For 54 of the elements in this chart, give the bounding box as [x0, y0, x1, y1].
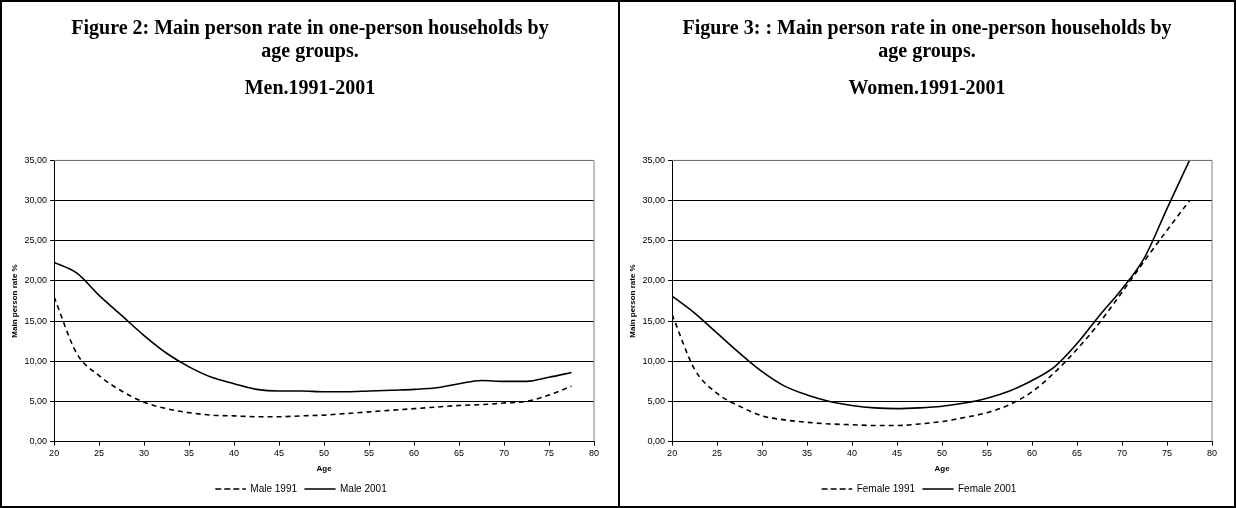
y-tick-label: 5,00	[29, 395, 48, 406]
y-axis-title: Main person rate %	[628, 264, 637, 338]
x-tick-label: 60	[1027, 448, 1038, 459]
y-tick-label: 25,00	[642, 235, 666, 246]
x-tick-label: 25	[94, 448, 105, 459]
x-tick-label: 45	[274, 448, 285, 459]
y-tick-label: 0,00	[647, 436, 666, 447]
y-tick-label: 15,00	[24, 315, 48, 326]
legend-label: Male 2001	[340, 482, 388, 494]
y-tick-label: 30,00	[642, 195, 666, 206]
y-tick-label: 20,00	[642, 275, 666, 286]
y-axis-title: Main person rate %	[10, 264, 19, 338]
x-tick-label: 40	[847, 448, 858, 459]
x-tick-label: 30	[139, 448, 150, 459]
x-tick-label: 35	[184, 448, 195, 459]
x-tick-label: 65	[1072, 448, 1083, 459]
y-tick-label: 15,00	[642, 315, 666, 326]
x-tick-label: 50	[937, 448, 948, 459]
y-tick-label: 10,00	[24, 355, 48, 366]
x-tick-label: 45	[892, 448, 903, 459]
chart-subtitle: Women.1991-2001	[847, 76, 1007, 100]
y-tick-label: 35,00	[642, 154, 666, 165]
x-tick-label: 20	[667, 448, 678, 459]
x-tick-label: 55	[982, 448, 993, 459]
x-axis-title: Age	[934, 464, 951, 474]
legend-label: Female 1991	[856, 482, 916, 494]
x-tick-label: 80	[588, 448, 600, 459]
x-tick-label: 55	[364, 448, 375, 459]
x-tick-label: 25	[712, 448, 723, 459]
x-tick-label: 65	[454, 448, 465, 459]
chart-title: Figure 2: Main person rate in one-person households by age groups.	[70, 16, 550, 62]
x-tick-label: 60	[409, 448, 420, 459]
x-tick-label: 70	[1117, 448, 1128, 459]
x-tick-label: 30	[757, 448, 768, 459]
y-tick-label: 0,00	[29, 436, 48, 447]
chart-title: Figure 3: : Main person rate in one-person households by age groups.	[681, 16, 1173, 62]
x-tick-label: 75	[1162, 448, 1173, 459]
y-tick-label: 35,00	[24, 154, 48, 165]
x-tick-label: 20	[49, 448, 60, 459]
x-tick-label: 40	[229, 448, 240, 459]
x-tick-label: 75	[544, 448, 555, 459]
x-tick-label: 70	[499, 448, 510, 459]
x-tick-label: 35	[802, 448, 813, 459]
y-tick-label: 10,00	[642, 355, 666, 366]
legend-label: Male 1991	[250, 482, 298, 494]
x-axis-title: Age	[316, 464, 333, 474]
y-tick-label: 20,00	[24, 275, 48, 286]
chart-subtitle: Men.1991-2001	[243, 76, 377, 100]
x-tick-label: 80	[1206, 448, 1218, 459]
y-tick-label: 30,00	[24, 195, 48, 206]
x-tick-label: 50	[319, 448, 330, 459]
y-tick-label: 25,00	[24, 235, 48, 246]
y-tick-label: 5,00	[647, 395, 666, 406]
legend-label: Female 2001	[958, 482, 1017, 494]
